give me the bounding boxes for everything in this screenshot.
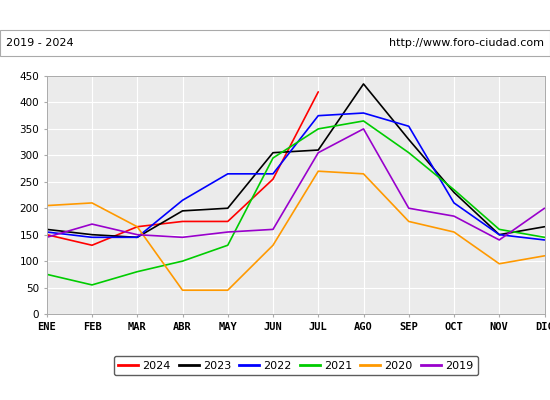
- Text: Evolucion Nº Turistas Extranjeros en el municipio de Valle de Mena: Evolucion Nº Turistas Extranjeros en el …: [52, 8, 498, 22]
- Legend: 2024, 2023, 2022, 2021, 2020, 2019: 2024, 2023, 2022, 2021, 2020, 2019: [113, 356, 478, 375]
- Text: 2019 - 2024: 2019 - 2024: [6, 38, 73, 48]
- Text: http://www.foro-ciudad.com: http://www.foro-ciudad.com: [389, 38, 544, 48]
- FancyBboxPatch shape: [0, 30, 550, 56]
